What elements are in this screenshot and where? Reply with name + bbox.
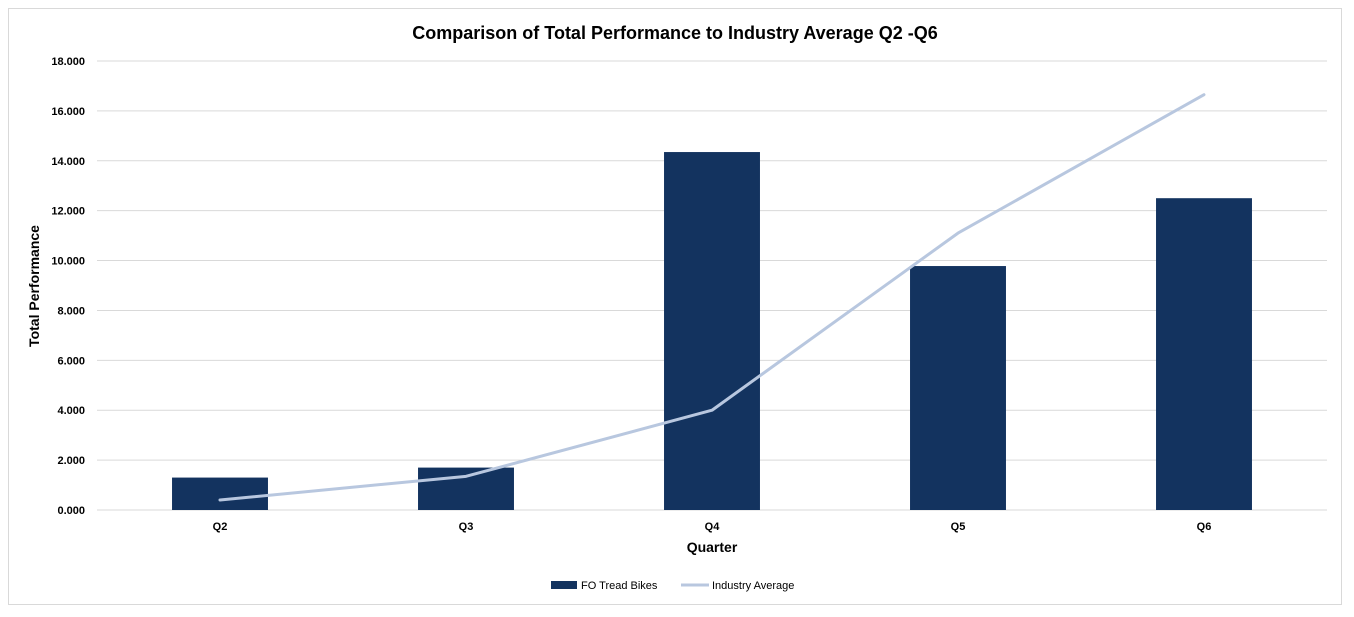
bar bbox=[418, 467, 514, 510]
x-tick-label: Q3 bbox=[459, 521, 474, 533]
legend-label-fo-tread-bikes: FO Tread Bikes bbox=[581, 580, 658, 592]
y-tick-label: 18.000 bbox=[51, 56, 85, 68]
x-tick-label: Q5 bbox=[951, 521, 966, 533]
chart-title: Comparison of Total Performance to Indus… bbox=[412, 23, 937, 43]
bar bbox=[910, 266, 1006, 510]
y-tick-label: 14.000 bbox=[51, 156, 85, 168]
line-series bbox=[218, 93, 1206, 502]
y-axis-title: Total Performance bbox=[26, 225, 42, 347]
y-tick-label: 16.000 bbox=[51, 106, 85, 118]
x-tick-labels: Q2 Q3 Q4 Q5 Q6 bbox=[213, 521, 1212, 533]
y-tick-label: 0.000 bbox=[57, 505, 85, 517]
y-tick-label: 10.000 bbox=[51, 256, 85, 268]
y-tick-label: 12.000 bbox=[51, 206, 85, 218]
y-tick-label: 8.000 bbox=[57, 305, 85, 317]
bar bbox=[172, 477, 268, 510]
gridlines bbox=[97, 60, 1327, 511]
legend-label-industry-average: Industry Average bbox=[712, 580, 794, 592]
x-axis-title: Quarter bbox=[687, 539, 738, 555]
y-tick-label: 2.000 bbox=[57, 455, 85, 467]
x-tick-label: Q2 bbox=[213, 521, 228, 533]
bar bbox=[664, 152, 760, 510]
bars bbox=[172, 152, 1252, 510]
bar bbox=[1156, 198, 1252, 510]
legend: FO Tread Bikes Industry Average bbox=[551, 580, 794, 592]
y-tick-label: 4.000 bbox=[57, 405, 85, 417]
industry-average-line bbox=[218, 93, 1206, 502]
y-tick-label: 6.000 bbox=[57, 355, 85, 367]
x-tick-label: Q4 bbox=[705, 521, 721, 533]
legend-swatch-fo-tread-bikes bbox=[551, 581, 577, 589]
y-tick-labels: 0.000 2.000 4.000 6.000 8.000 10.000 12.000 14.… bbox=[51, 56, 85, 517]
x-tick-label: Q6 bbox=[1197, 521, 1212, 533]
